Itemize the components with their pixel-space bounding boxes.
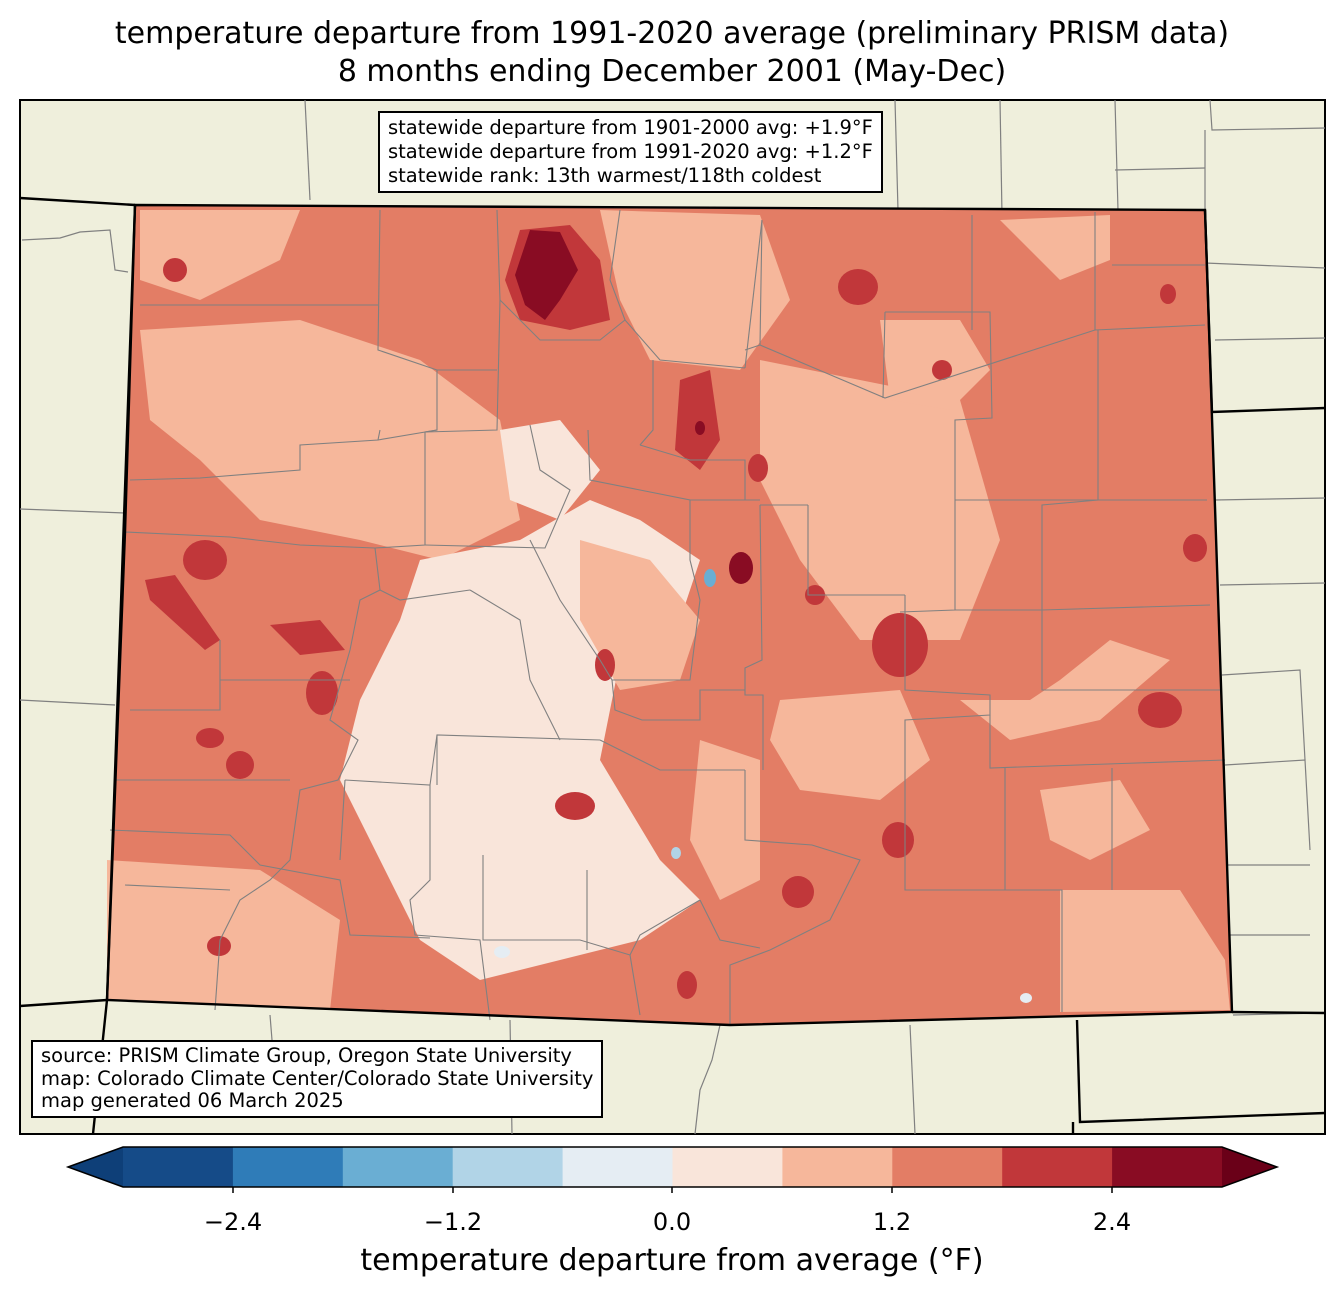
colorbar-bin — [1112, 1147, 1223, 1187]
colorbar-bin — [123, 1147, 234, 1187]
colorbar-bin — [672, 1147, 783, 1187]
colorbar-tick-label: −2.4 — [203, 1208, 263, 1236]
colorbar-bin — [562, 1147, 673, 1187]
colorbar-tick-label: 0.0 — [652, 1208, 692, 1236]
colorbar-outline — [65, 1146, 1280, 1188]
neighbor-county-lines — [19, 99, 1326, 1135]
colorbar-bin — [232, 1147, 344, 1187]
colorbar-extend-low — [68, 1147, 123, 1187]
stats-line-1991-2020: statewide departure from 1991-2020 avg: … — [388, 140, 873, 163]
anomaly-shading — [107, 210, 1230, 1012]
colorbar-tick-label: −1.2 — [423, 1208, 483, 1236]
colorbar-tick-label: 1.2 — [872, 1208, 912, 1236]
colorbar-tick-label: 2.4 — [1092, 1208, 1132, 1236]
state-lines — [19, 196, 1326, 1135]
map-credit-line: map: Colorado Climate Center/Colorado St… — [41, 1066, 594, 1090]
generated-date-line: map generated 06 March 2025 — [41, 1089, 344, 1112]
colorbar — [65, 1146, 1280, 1193]
colorbar-bin — [1002, 1147, 1113, 1187]
stats-line-rank: statewide rank: 13th warmest/118th colde… — [388, 164, 822, 187]
source-box: source: PRISM Climate Group, Oregon Stat… — [31, 1040, 604, 1118]
source-line: source: PRISM Climate Group, Oregon Stat… — [41, 1044, 572, 1067]
county-lines — [109, 209, 1226, 1025]
colorbar-bin — [782, 1147, 893, 1187]
stats-line-1901-2000: statewide departure from 1901-2000 avg: … — [388, 116, 873, 139]
colorbar-bin — [342, 1147, 454, 1187]
colorbar-bin — [892, 1147, 1003, 1187]
colorbar-label: temperature departure from average (°F) — [360, 1243, 984, 1278]
map-title-line1: temperature departure from 1991-2020 ave… — [114, 16, 1230, 51]
colorbar-bin — [452, 1147, 564, 1187]
map-title-line2: 8 months ending December 2001 (May-Dec) — [337, 54, 1007, 89]
colorbar-extend-high — [1222, 1147, 1277, 1187]
statewide-stats-box: statewide departure from 1901-2000 avg: … — [378, 111, 883, 193]
